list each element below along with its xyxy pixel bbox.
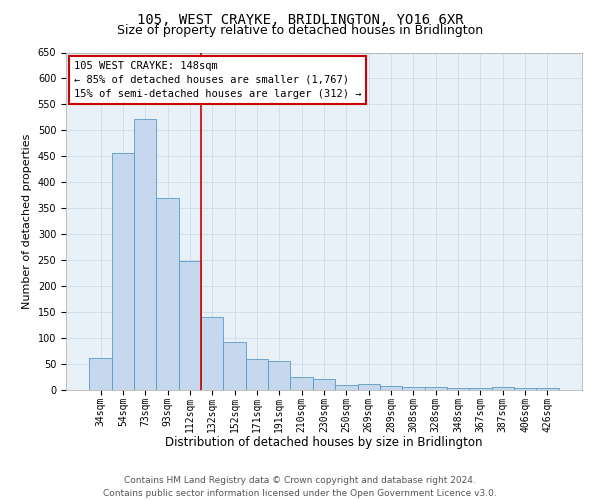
Bar xyxy=(425,388,447,390)
Bar xyxy=(112,152,134,390)
Bar xyxy=(469,388,491,390)
Bar xyxy=(536,388,559,390)
Bar xyxy=(223,342,246,390)
Text: 105 WEST CRAYKE: 148sqm
← 85% of detached houses are smaller (1,767)
15% of semi: 105 WEST CRAYKE: 148sqm ← 85% of detache… xyxy=(74,61,361,99)
X-axis label: Distribution of detached houses by size in Bridlington: Distribution of detached houses by size … xyxy=(165,436,483,448)
Bar xyxy=(157,198,179,390)
Text: Contains HM Land Registry data © Crown copyright and database right 2024.
Contai: Contains HM Land Registry data © Crown c… xyxy=(103,476,497,498)
Bar xyxy=(402,387,425,390)
Bar xyxy=(290,377,313,390)
Bar xyxy=(447,388,469,390)
Bar xyxy=(358,384,380,390)
Text: 105, WEST CRAYKE, BRIDLINGTON, YO16 6XR: 105, WEST CRAYKE, BRIDLINGTON, YO16 6XR xyxy=(137,12,463,26)
Bar xyxy=(246,359,268,390)
Bar xyxy=(268,361,290,390)
Bar xyxy=(201,318,223,390)
Bar xyxy=(179,261,201,390)
Bar xyxy=(313,378,335,390)
Y-axis label: Number of detached properties: Number of detached properties xyxy=(22,134,32,309)
Bar xyxy=(514,388,536,390)
Bar xyxy=(89,358,112,390)
Bar xyxy=(491,388,514,390)
Bar xyxy=(380,386,402,390)
Bar xyxy=(335,385,358,390)
Text: Size of property relative to detached houses in Bridlington: Size of property relative to detached ho… xyxy=(117,24,483,37)
Bar xyxy=(134,120,157,390)
